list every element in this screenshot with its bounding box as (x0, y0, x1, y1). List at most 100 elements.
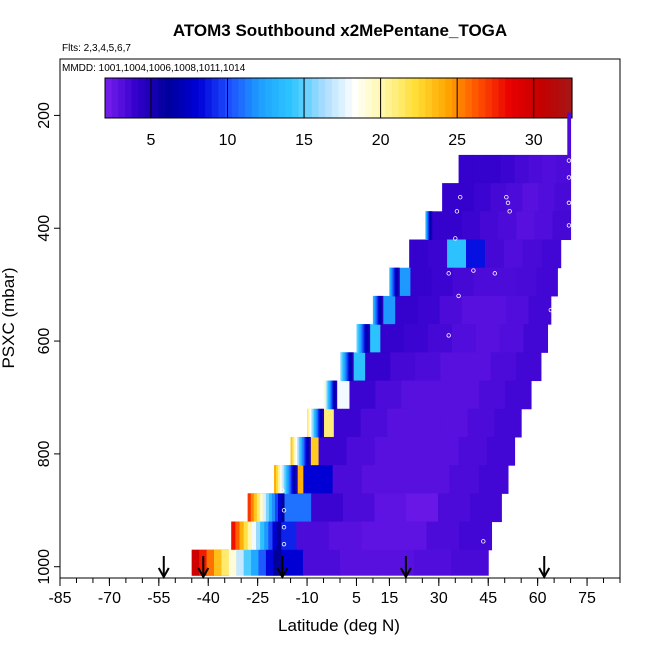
heatmap-cell (236, 549, 245, 576)
flights-label: Flts: 2,3,4,5,6,7 (62, 43, 131, 54)
heatmap-cell (397, 267, 399, 297)
latitude-marker-arrowhead (197, 567, 210, 580)
colorbar-cell (438, 78, 446, 118)
colorbar: 5 10 15 20 25 30 (104, 77, 573, 149)
heatmap-cell (428, 211, 430, 241)
heatmap-cell (453, 380, 480, 410)
heatmap-cell (293, 465, 296, 494)
heatmap-cell (268, 521, 273, 551)
y-tick-label: 400 (36, 215, 53, 242)
colorbar-cell (138, 78, 146, 118)
heatmap-cell (417, 295, 441, 325)
heatmap-cell (393, 267, 395, 297)
colorbar-cell (145, 78, 153, 118)
data-point (566, 158, 572, 163)
heatmap-cell (514, 154, 530, 184)
colorbar-cell (351, 78, 360, 118)
heatmap-cell (305, 436, 308, 466)
heatmap-cell (379, 295, 381, 325)
heatmap-cell (376, 295, 378, 325)
heatmap-cell (392, 267, 395, 297)
colorbar-cell (498, 78, 506, 118)
data-point (494, 530, 499, 536)
colorbar-tick-label: 5 (146, 132, 155, 149)
colorbar-cell (238, 78, 246, 118)
heatmap-cell (469, 493, 502, 523)
heatmap-cell (295, 465, 298, 494)
colorbar-cell (431, 78, 440, 118)
colorbar-cell (405, 78, 413, 118)
heatmap-cell (347, 352, 350, 382)
heatmap-cell (567, 112, 572, 156)
heatmap-cell (439, 295, 463, 325)
heatmap-cell (494, 408, 522, 438)
colorbar-tick-label: 10 (219, 132, 237, 149)
latitude-marker-arrowhead (157, 567, 170, 580)
colorbar-cell (151, 78, 159, 118)
heatmap-cell (498, 211, 517, 241)
heatmap-cell (342, 352, 344, 382)
heatmap-cell (401, 380, 428, 410)
heatmap-cell (503, 239, 524, 269)
heatmap-cell (311, 493, 344, 523)
colorbar-cell (525, 78, 533, 118)
data-point (280, 488, 285, 493)
heatmap-cell (431, 211, 433, 241)
heatmap-cell (382, 295, 384, 325)
heatmap-cell (302, 436, 305, 466)
x-tick-label: -85 (48, 590, 71, 607)
heatmap-cell (256, 493, 261, 523)
heatmap-cell (289, 465, 292, 494)
data-point (453, 236, 458, 241)
heatmap-cell (346, 352, 349, 382)
heatmap-cell (426, 211, 428, 241)
x-tick-label: -25 (246, 590, 269, 607)
heatmap-cell (451, 549, 489, 576)
colorbar-cell (478, 78, 486, 118)
heatmap-cell (335, 380, 338, 410)
x-tick-label: -55 (147, 590, 170, 607)
colorbar-cell (345, 78, 353, 118)
colorbar-cell (365, 78, 373, 118)
heatmap-cell (307, 436, 310, 466)
heatmap-cell (360, 408, 388, 438)
data-point (456, 293, 461, 299)
heatmap-cell (350, 352, 353, 382)
heatmap-cell (361, 465, 392, 494)
heatmap-cell (410, 267, 432, 297)
heatmap-cell (516, 211, 535, 241)
heatmap-cell (428, 239, 448, 269)
colorbar-cell (285, 78, 293, 118)
heatmap-cell (534, 211, 553, 241)
heatmap-cell (344, 352, 346, 382)
colorbar-cell (411, 78, 420, 118)
colorbar-cell (158, 78, 166, 118)
colorbar-cell (471, 78, 480, 118)
heatmap-cell (409, 239, 429, 269)
heatmap-cell (235, 521, 241, 551)
heatmap-cell (373, 295, 376, 325)
heatmap-cell (393, 521, 427, 551)
colorbar-tick-label: 15 (295, 132, 313, 149)
heatmap-cell (475, 324, 501, 353)
heatmap-cell (380, 295, 382, 325)
heatmap-cell (307, 408, 309, 438)
heatmap-cell (500, 154, 516, 184)
heatmap-cell (326, 380, 329, 410)
heatmap-cell (268, 493, 273, 523)
heatmap-cell (271, 493, 276, 523)
colorbar-cell (538, 78, 546, 118)
heatmap-cell (480, 211, 499, 241)
heatmap-cell (360, 324, 363, 353)
data-point (446, 333, 451, 338)
heatmap-cell (415, 352, 441, 382)
heatmap-cell (506, 295, 530, 325)
heatmap-cell (273, 549, 282, 576)
heatmap-cell (247, 493, 252, 523)
heatmap-cell (404, 324, 429, 353)
heatmap-cell (461, 295, 485, 325)
data-point (446, 271, 451, 276)
heatmap-cell (283, 465, 287, 494)
heatmap-cell (473, 267, 495, 297)
heatmap-cell (461, 211, 481, 241)
